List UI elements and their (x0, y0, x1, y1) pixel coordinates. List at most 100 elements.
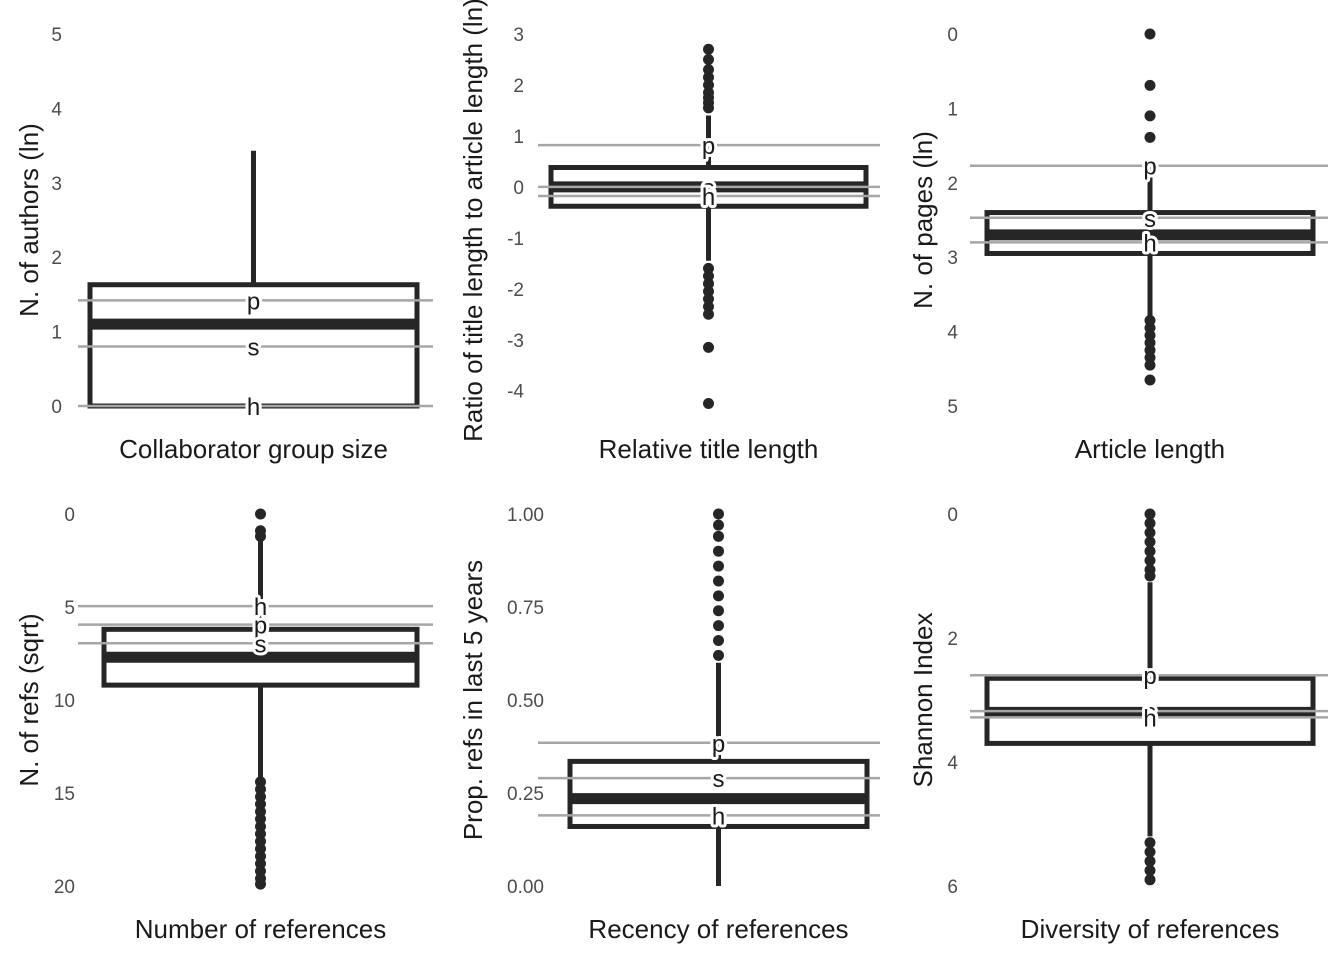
y-tick-label: 20 (54, 877, 75, 898)
y-tick-label: 0.00 (507, 877, 544, 898)
y-tick-label: -1 (507, 229, 524, 250)
outlier-point (713, 605, 724, 617)
outlier-point (713, 634, 724, 646)
outlier-point (1144, 374, 1156, 386)
outlier-point (713, 519, 724, 531)
y-tick-label: 6 (947, 877, 958, 898)
y-tick-label: 1.00 (507, 505, 544, 526)
outlier-point (703, 87, 714, 99)
x-axis-title: Relative title length (599, 434, 819, 464)
reference-line-label: h (247, 394, 260, 421)
outlier-point (703, 270, 714, 282)
x-axis-title: Collaborator group size (119, 434, 388, 464)
outlier-point (1144, 555, 1156, 566)
outlier-point (1144, 846, 1156, 858)
y-tick-label: 0 (64, 505, 75, 526)
outlier-point (703, 71, 714, 83)
y-tick-label: 2 (947, 174, 958, 195)
y-tick-label: 3 (51, 174, 62, 195)
outlier-point (1144, 131, 1156, 143)
y-tick-label: 10 (54, 691, 75, 712)
boxplot-panel: 0.00 0.25 0.50 0.75 1.00 Prop. refs in last 5… (458, 505, 880, 944)
reference-line-label: p (254, 613, 267, 640)
y-axis-title: Shannon Index (908, 613, 938, 788)
outlier-point (1144, 517, 1156, 529)
outlier-point (713, 620, 724, 632)
y-axis-title: Prop. refs in last 5 years (458, 560, 488, 840)
outlier-point (255, 508, 266, 520)
outlier-point (1144, 874, 1156, 886)
x-axis-title: Article length (1075, 434, 1225, 464)
outlier-point (1144, 536, 1156, 548)
outlier-point (703, 262, 714, 274)
reference-line-label: h (1143, 230, 1156, 257)
outlier-point (713, 560, 724, 572)
y-tick-label: -4 (507, 382, 524, 403)
outlier-point (255, 530, 266, 542)
reference-line-label: s (1144, 206, 1156, 233)
outlier-point (713, 649, 724, 661)
y-tick-label: 4 (947, 323, 958, 344)
y-tick-label: 3 (513, 25, 524, 46)
y-tick-label: 2 (513, 76, 524, 97)
y-axis-title: N. of refs (sqrt) (14, 613, 44, 786)
y-tick-label: 2 (51, 248, 62, 269)
boxplot-panel: 0 1 2 3 4 5 N. of authors (ln) Collaborator gro… (14, 25, 433, 464)
y-tick-label: 5 (64, 598, 75, 619)
reference-line-label: s (1144, 699, 1156, 726)
reference-line-label: h (702, 184, 715, 211)
y-tick-label: 1 (51, 323, 62, 344)
outlier-point (1144, 110, 1156, 122)
outlier-point (703, 341, 714, 353)
outlier-point (713, 590, 724, 602)
reference-line-label: p (712, 731, 725, 758)
outlier-point (703, 301, 714, 313)
boxplot-panel: 0 1 2 3 4 5 N. of pages (ln) Article length psh (908, 25, 1328, 464)
boxplot-panel: 0 2 4 6 Shannon Index Diversity of references… (908, 505, 1328, 944)
y-tick-label: -3 (507, 331, 524, 352)
outlier-point (713, 545, 724, 557)
outlier-point (1144, 28, 1156, 40)
y-axis-title: Ratio of title length to article length … (458, 0, 488, 442)
x-axis-title: Number of references (135, 914, 386, 944)
outlier-point (713, 508, 724, 520)
y-tick-label: 4 (947, 753, 958, 774)
reference-line-label: s (255, 631, 267, 658)
reference-line-label: p (702, 133, 715, 160)
outlier-point (1144, 359, 1156, 371)
outlier-point (1144, 855, 1156, 867)
reference-line-label: p (1143, 154, 1156, 181)
reference-line-label: h (254, 594, 267, 621)
reference-line-label: p (247, 288, 260, 315)
y-tick-label: 0.25 (507, 784, 544, 805)
x-axis-title: Recency of references (588, 914, 848, 944)
y-tick-label: 0 (513, 178, 524, 199)
y-tick-label: 3 (947, 248, 958, 269)
y-tick-label: 5 (947, 397, 958, 418)
boxplot-panel: 0 5 10 15 20 N. of refs (sqrt) Number of refer… (14, 505, 433, 944)
outlier-point (1144, 837, 1156, 849)
outlier-point (703, 64, 714, 76)
x-axis-title: Diversity of references (1021, 914, 1280, 944)
y-tick-label: 0 (51, 397, 62, 418)
outlier-point (1144, 570, 1156, 582)
reference-line-label: h (712, 803, 725, 830)
y-tick-label: 0.75 (507, 598, 544, 619)
y-tick-label: 0 (947, 505, 958, 526)
boxplot-panel: -4 -3 -2 -1 0 1 2 3 Ratio of title length to art… (458, 0, 880, 464)
outlier-point (713, 575, 724, 587)
outlier-point (1144, 79, 1156, 91)
y-tick-label: 2 (947, 629, 958, 650)
y-axis-title: N. of authors (ln) (14, 123, 44, 317)
outlier-point (255, 878, 266, 890)
outlier-point (703, 397, 714, 409)
outlier-point (703, 53, 714, 65)
y-tick-label: 1 (947, 99, 958, 120)
y-tick-label: 1 (513, 127, 524, 148)
outlier-point (703, 43, 714, 55)
reference-line-label: s (713, 766, 725, 793)
outlier-point (1144, 527, 1156, 539)
outlier-point (1144, 545, 1156, 557)
y-tick-label: 5 (51, 25, 62, 46)
